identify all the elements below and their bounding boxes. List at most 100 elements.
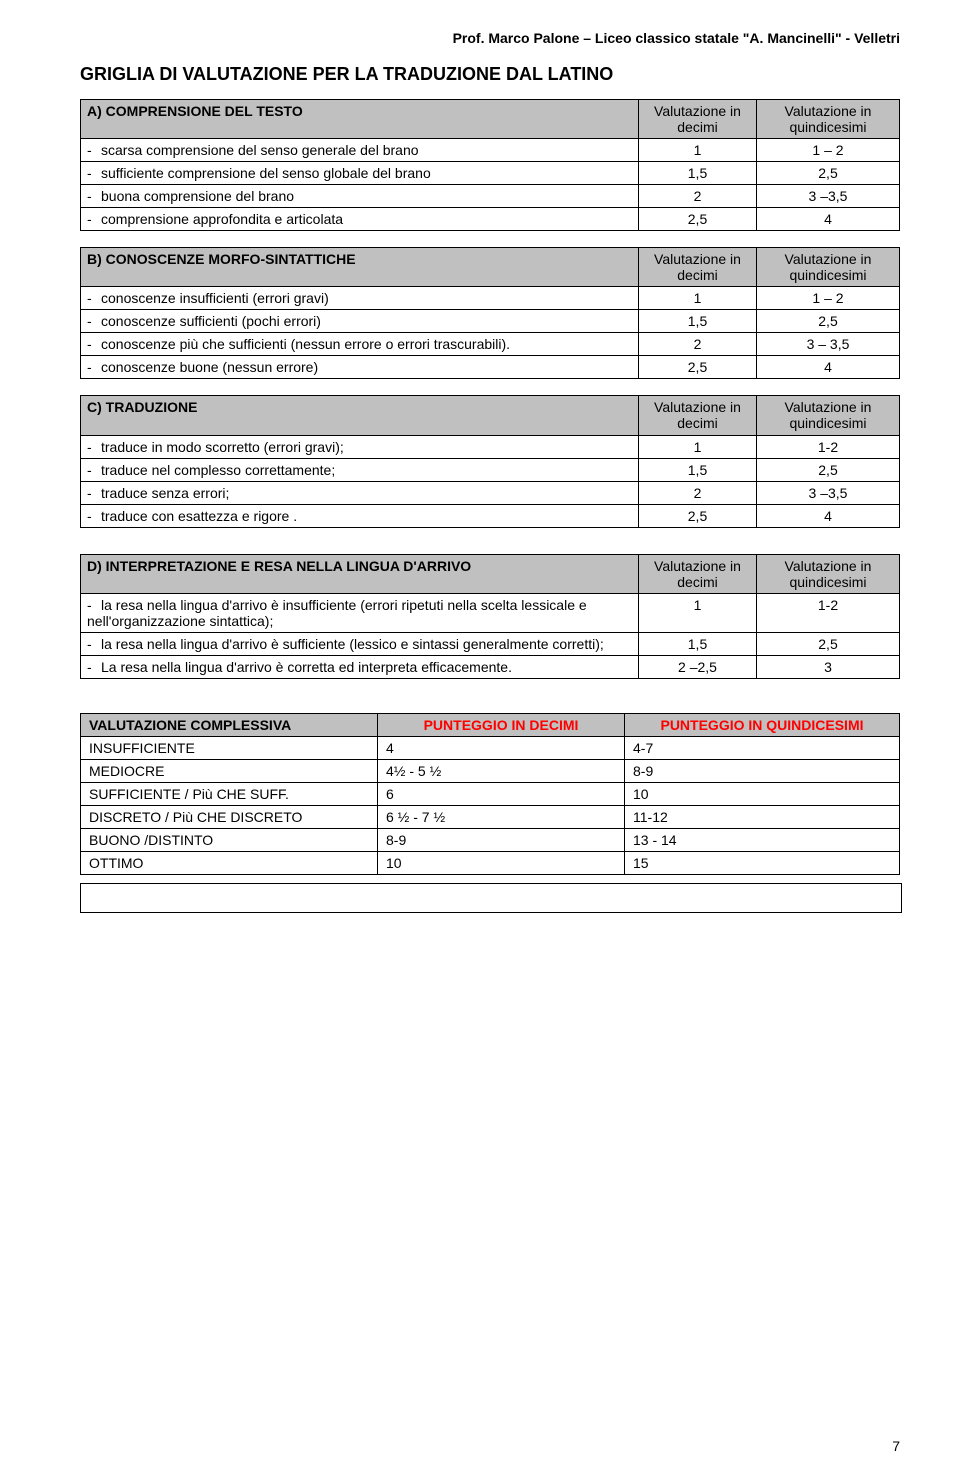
row-quindicesimi: 2,5 bbox=[757, 310, 900, 333]
section-D-title: D) INTERPRETAZIONE E RESA NELLA LINGUA D… bbox=[81, 554, 639, 593]
table-row: -scarsa comprensione del senso generale … bbox=[81, 139, 900, 162]
table-punteggio: VALUTAZIONE COMPLESSIVA PUNTEGGIO IN DEC… bbox=[80, 713, 900, 875]
col-head-decimi: Valutazione in decimi bbox=[639, 396, 757, 435]
row-label: BUONO /DISTINTO bbox=[81, 828, 378, 851]
table-row: -sufficiente comprensione del senso glob… bbox=[81, 162, 900, 185]
row-decimi: 2,5 bbox=[639, 208, 757, 231]
row-decimi: 2 bbox=[639, 333, 757, 356]
row-label: MEDIOCRE bbox=[81, 759, 378, 782]
row-label: DISCRETO / Più CHE DISCRETO bbox=[81, 805, 378, 828]
footer-box bbox=[80, 883, 902, 913]
col-head-quindicesimi: Valutazione in quindicesimi bbox=[757, 100, 900, 139]
row-label: traduce nel complesso correttamente; bbox=[101, 462, 335, 478]
row-label: traduce con esattezza e rigore . bbox=[101, 508, 297, 524]
row-quindicesimi: 4 bbox=[757, 356, 900, 379]
table-row: INSUFFICIENTE 4 4-7 bbox=[81, 736, 900, 759]
row-label: la resa nella lingua d'arrivo è insuffic… bbox=[87, 597, 587, 629]
row-label: conoscenze buone (nessun errore) bbox=[101, 359, 318, 375]
row-label: buona comprensione del brano bbox=[101, 188, 294, 204]
row-quindicesimi: 11-12 bbox=[625, 805, 900, 828]
row-label: conoscenze sufficienti (pochi errori) bbox=[101, 313, 321, 329]
row-decimi: 6 bbox=[378, 782, 625, 805]
col-head-decimi: Valutazione in decimi bbox=[639, 100, 757, 139]
row-label: la resa nella lingua d'arrivo è sufficie… bbox=[101, 636, 604, 652]
section-A-title: A) COMPRENSIONE DEL TESTO bbox=[81, 100, 639, 139]
row-decimi: 6 ½ - 7 ½ bbox=[378, 805, 625, 828]
col-head-decimi: Valutazione in decimi bbox=[639, 248, 757, 287]
table-row: BUONO /DISTINTO 8-9 13 - 14 bbox=[81, 828, 900, 851]
row-quindicesimi: 10 bbox=[625, 782, 900, 805]
table-D: D) INTERPRETAZIONE E RESA NELLA LINGUA D… bbox=[80, 554, 900, 679]
table-row: -conoscenze buone (nessun errore) 2,5 4 bbox=[81, 356, 900, 379]
table-row: OTTIMO 10 15 bbox=[81, 851, 900, 874]
row-label: INSUFFICIENTE bbox=[81, 736, 378, 759]
table-A: A) COMPRENSIONE DEL TESTO Valutazione in… bbox=[80, 99, 900, 231]
row-label: conoscenze più che sufficienti (nessun e… bbox=[101, 336, 510, 352]
table-row: -conoscenze più che sufficienti (nessun … bbox=[81, 333, 900, 356]
row-quindicesimi: 4 bbox=[757, 208, 900, 231]
main-title: GRIGLIA DI VALUTAZIONE PER LA TRADUZIONE… bbox=[80, 64, 900, 85]
row-label: traduce senza errori; bbox=[101, 485, 229, 501]
row-quindicesimi: 2,5 bbox=[757, 162, 900, 185]
table-row: -la resa nella lingua d'arrivo è insuffi… bbox=[81, 593, 900, 632]
punteggio-head-decimi: PUNTEGGIO IN DECIMI bbox=[378, 713, 625, 736]
row-label: scarsa comprensione del senso generale d… bbox=[101, 142, 419, 158]
row-quindicesimi: 1 – 2 bbox=[757, 139, 900, 162]
row-decimi: 1 bbox=[639, 287, 757, 310]
row-decimi: 1 bbox=[639, 139, 757, 162]
col-head-quindicesimi: Valutazione in quindicesimi bbox=[757, 396, 900, 435]
col-head-decimi: Valutazione in decimi bbox=[639, 554, 757, 593]
table-row: -traduce senza errori; 2 3 –3,5 bbox=[81, 481, 900, 504]
page-number: 7 bbox=[892, 1438, 900, 1454]
row-decimi: 1,5 bbox=[639, 458, 757, 481]
row-label: OTTIMO bbox=[81, 851, 378, 874]
row-quindicesimi: 1 – 2 bbox=[757, 287, 900, 310]
table-row: -buona comprensione del brano 2 3 –3,5 bbox=[81, 185, 900, 208]
row-quindicesimi: 1-2 bbox=[757, 435, 900, 458]
row-decimi: 2 –2,5 bbox=[639, 655, 757, 678]
row-decimi: 4½ - 5 ½ bbox=[378, 759, 625, 782]
row-decimi: 2 bbox=[639, 185, 757, 208]
row-decimi: 2,5 bbox=[639, 504, 757, 527]
row-decimi: 1,5 bbox=[639, 310, 757, 333]
row-quindicesimi: 8-9 bbox=[625, 759, 900, 782]
row-decimi: 2,5 bbox=[639, 356, 757, 379]
table-row: SUFFICIENTE / Più CHE SUFF. 6 10 bbox=[81, 782, 900, 805]
table-row: MEDIOCRE 4½ - 5 ½ 8-9 bbox=[81, 759, 900, 782]
punteggio-head-left: VALUTAZIONE COMPLESSIVA bbox=[81, 713, 378, 736]
header-line: Prof. Marco Palone – Liceo classico stat… bbox=[80, 30, 900, 46]
row-decimi: 1,5 bbox=[639, 632, 757, 655]
row-quindicesimi: 3 –3,5 bbox=[757, 481, 900, 504]
row-decimi: 1 bbox=[639, 435, 757, 458]
table-row: -conoscenze sufficienti (pochi errori) 1… bbox=[81, 310, 900, 333]
table-row: -traduce nel complesso correttamente; 1,… bbox=[81, 458, 900, 481]
table-row: -comprensione approfondita e articolata … bbox=[81, 208, 900, 231]
section-B-title: B) CONOSCENZE MORFO-SINTATTICHE bbox=[81, 248, 639, 287]
table-row: DISCRETO / Più CHE DISCRETO 6 ½ - 7 ½ 11… bbox=[81, 805, 900, 828]
row-label: SUFFICIENTE / Più CHE SUFF. bbox=[81, 782, 378, 805]
col-head-quindicesimi: Valutazione in quindicesimi bbox=[757, 554, 900, 593]
row-quindicesimi: 3 –3,5 bbox=[757, 185, 900, 208]
row-quindicesimi: 2,5 bbox=[757, 632, 900, 655]
row-label: conoscenze insufficienti (errori gravi) bbox=[101, 290, 329, 306]
row-label: sufficiente comprensione del senso globa… bbox=[101, 165, 431, 181]
row-decimi: 8-9 bbox=[378, 828, 625, 851]
row-decimi: 2 bbox=[639, 481, 757, 504]
table-row: -conoscenze insufficienti (errori gravi)… bbox=[81, 287, 900, 310]
row-quindicesimi: 4 bbox=[757, 504, 900, 527]
table-C: C) TRADUZIONE Valutazione in decimi Valu… bbox=[80, 395, 900, 527]
row-quindicesimi: 3 – 3,5 bbox=[757, 333, 900, 356]
table-row: -La resa nella lingua d'arrivo è corrett… bbox=[81, 655, 900, 678]
row-quindicesimi: 15 bbox=[625, 851, 900, 874]
row-quindicesimi: 1-2 bbox=[757, 593, 900, 632]
row-label: comprensione approfondita e articolata bbox=[101, 211, 343, 227]
row-decimi: 10 bbox=[378, 851, 625, 874]
row-quindicesimi: 2,5 bbox=[757, 458, 900, 481]
row-decimi: 4 bbox=[378, 736, 625, 759]
table-B: B) CONOSCENZE MORFO-SINTATTICHE Valutazi… bbox=[80, 247, 900, 379]
row-quindicesimi: 3 bbox=[757, 655, 900, 678]
row-label: La resa nella lingua d'arrivo è corretta… bbox=[101, 659, 512, 675]
col-head-quindicesimi: Valutazione in quindicesimi bbox=[757, 248, 900, 287]
table-row: -traduce con esattezza e rigore . 2,5 4 bbox=[81, 504, 900, 527]
table-row: -la resa nella lingua d'arrivo è suffici… bbox=[81, 632, 900, 655]
